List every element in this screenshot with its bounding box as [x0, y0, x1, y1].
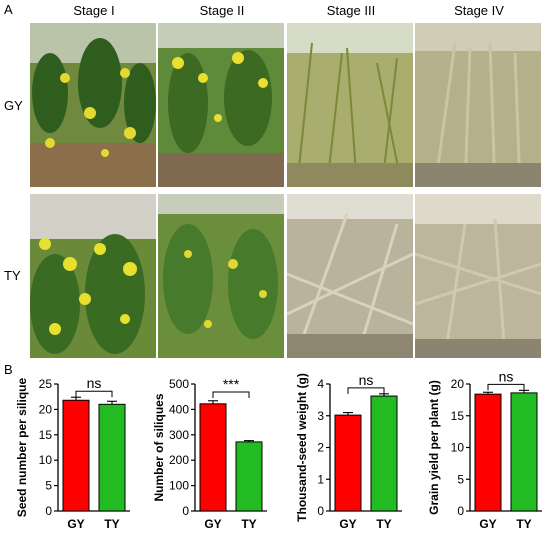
row-label-ty: TY — [4, 268, 21, 283]
chart-4-tick-label: 5 — [457, 472, 464, 486]
chart-3-bar-ty — [370, 395, 398, 512]
chart-2-significance-label: *** — [223, 376, 240, 392]
stage-label-2: Stage II — [199, 3, 245, 18]
photo-gy-stage-2 — [158, 23, 284, 187]
chart-4-tick-label: 0 — [457, 504, 464, 518]
chart-1-tick-label: 25 — [39, 377, 53, 391]
chart-1-category-label: TY — [104, 517, 119, 531]
chart-1-tick-label: 0 — [45, 504, 52, 518]
chart-3-significance-bracket — [347, 387, 385, 394]
chart-4-tick-label: 10 — [451, 441, 465, 455]
chart-2-category-label: GY — [204, 517, 221, 531]
chart-3-tick-label: 3 — [317, 409, 324, 423]
chart-4-significance-bracket — [487, 383, 525, 391]
photo-ty-stage-2 — [158, 194, 284, 358]
panel-b-letter: B — [4, 362, 13, 377]
photo-ty-stage-4 — [415, 194, 541, 358]
chart-1-tick-label: 10 — [39, 453, 53, 467]
chart-3-tick-label: 4 — [317, 377, 324, 391]
chart-2-tick-label: 0 — [182, 504, 189, 518]
row-label-gy: GY — [4, 98, 23, 113]
chart-1-bar-gy — [62, 399, 90, 512]
chart-3-tick-label: 0 — [317, 504, 324, 518]
stage-label-3: Stage III — [326, 3, 376, 18]
chart-4-significance-label: ns — [499, 368, 514, 384]
chart-4-category-label: GY — [479, 517, 496, 531]
chart-2-tick-label: 100 — [169, 479, 189, 493]
chart-2-significance-bracket — [212, 391, 250, 398]
chart-3-bar-gy — [334, 414, 362, 512]
chart-3-tick-label: 1 — [317, 472, 324, 486]
chart-1-tick-label: 5 — [45, 479, 52, 493]
chart-1-ylabel: Seed number per silique — [15, 377, 29, 517]
photo-ty-stage-1 — [30, 194, 156, 358]
stage-label-1: Stage I — [73, 3, 115, 18]
chart-1-bar-ty — [98, 403, 126, 512]
chart-3-ylabel: Thousand-seed weight (g) — [295, 373, 309, 522]
stage-label-4: Stage IV — [454, 3, 504, 18]
photo-gy-stage-3 — [287, 23, 413, 187]
photo-gy-stage-1 — [30, 23, 156, 187]
chart-4-bar-ty — [510, 392, 538, 512]
chart-4-tick-label: 15 — [451, 409, 465, 423]
chart-2-tick-label: 500 — [169, 377, 189, 391]
chart-1-category-label: GY — [67, 517, 84, 531]
chart-1-significance-bracket — [75, 390, 113, 398]
chart-2-bar-gy — [199, 403, 227, 512]
chart-4-ylabel: Grain yield per plant (g) — [427, 380, 441, 515]
chart-2-category-label: TY — [241, 517, 256, 531]
chart-1-tick-label: 20 — [39, 402, 53, 416]
chart-3-tick-label: 2 — [317, 441, 324, 455]
chart-3-category-label: GY — [339, 517, 356, 531]
chart-2-tick-label: 300 — [169, 428, 189, 442]
chart-2-ylabel: Number of siliques — [152, 393, 166, 501]
chart-4-tick-label: 20 — [451, 377, 465, 391]
photo-ty-stage-3 — [287, 194, 413, 358]
chart-2-tick-label: 200 — [169, 453, 189, 467]
chart-4-bar-gy — [474, 393, 502, 512]
photo-gy-stage-4 — [415, 23, 541, 187]
chart-1-tick-label: 15 — [39, 428, 53, 442]
chart-1-significance-label: ns — [87, 375, 102, 391]
chart-4-category-label: TY — [516, 517, 531, 531]
chart-3-category-label: TY — [376, 517, 391, 531]
chart-2-bar-ty — [235, 441, 263, 512]
chart-3-significance-label: ns — [359, 372, 374, 388]
chart-2-tick-label: 400 — [169, 402, 189, 416]
panel-a-letter: A — [4, 2, 13, 17]
